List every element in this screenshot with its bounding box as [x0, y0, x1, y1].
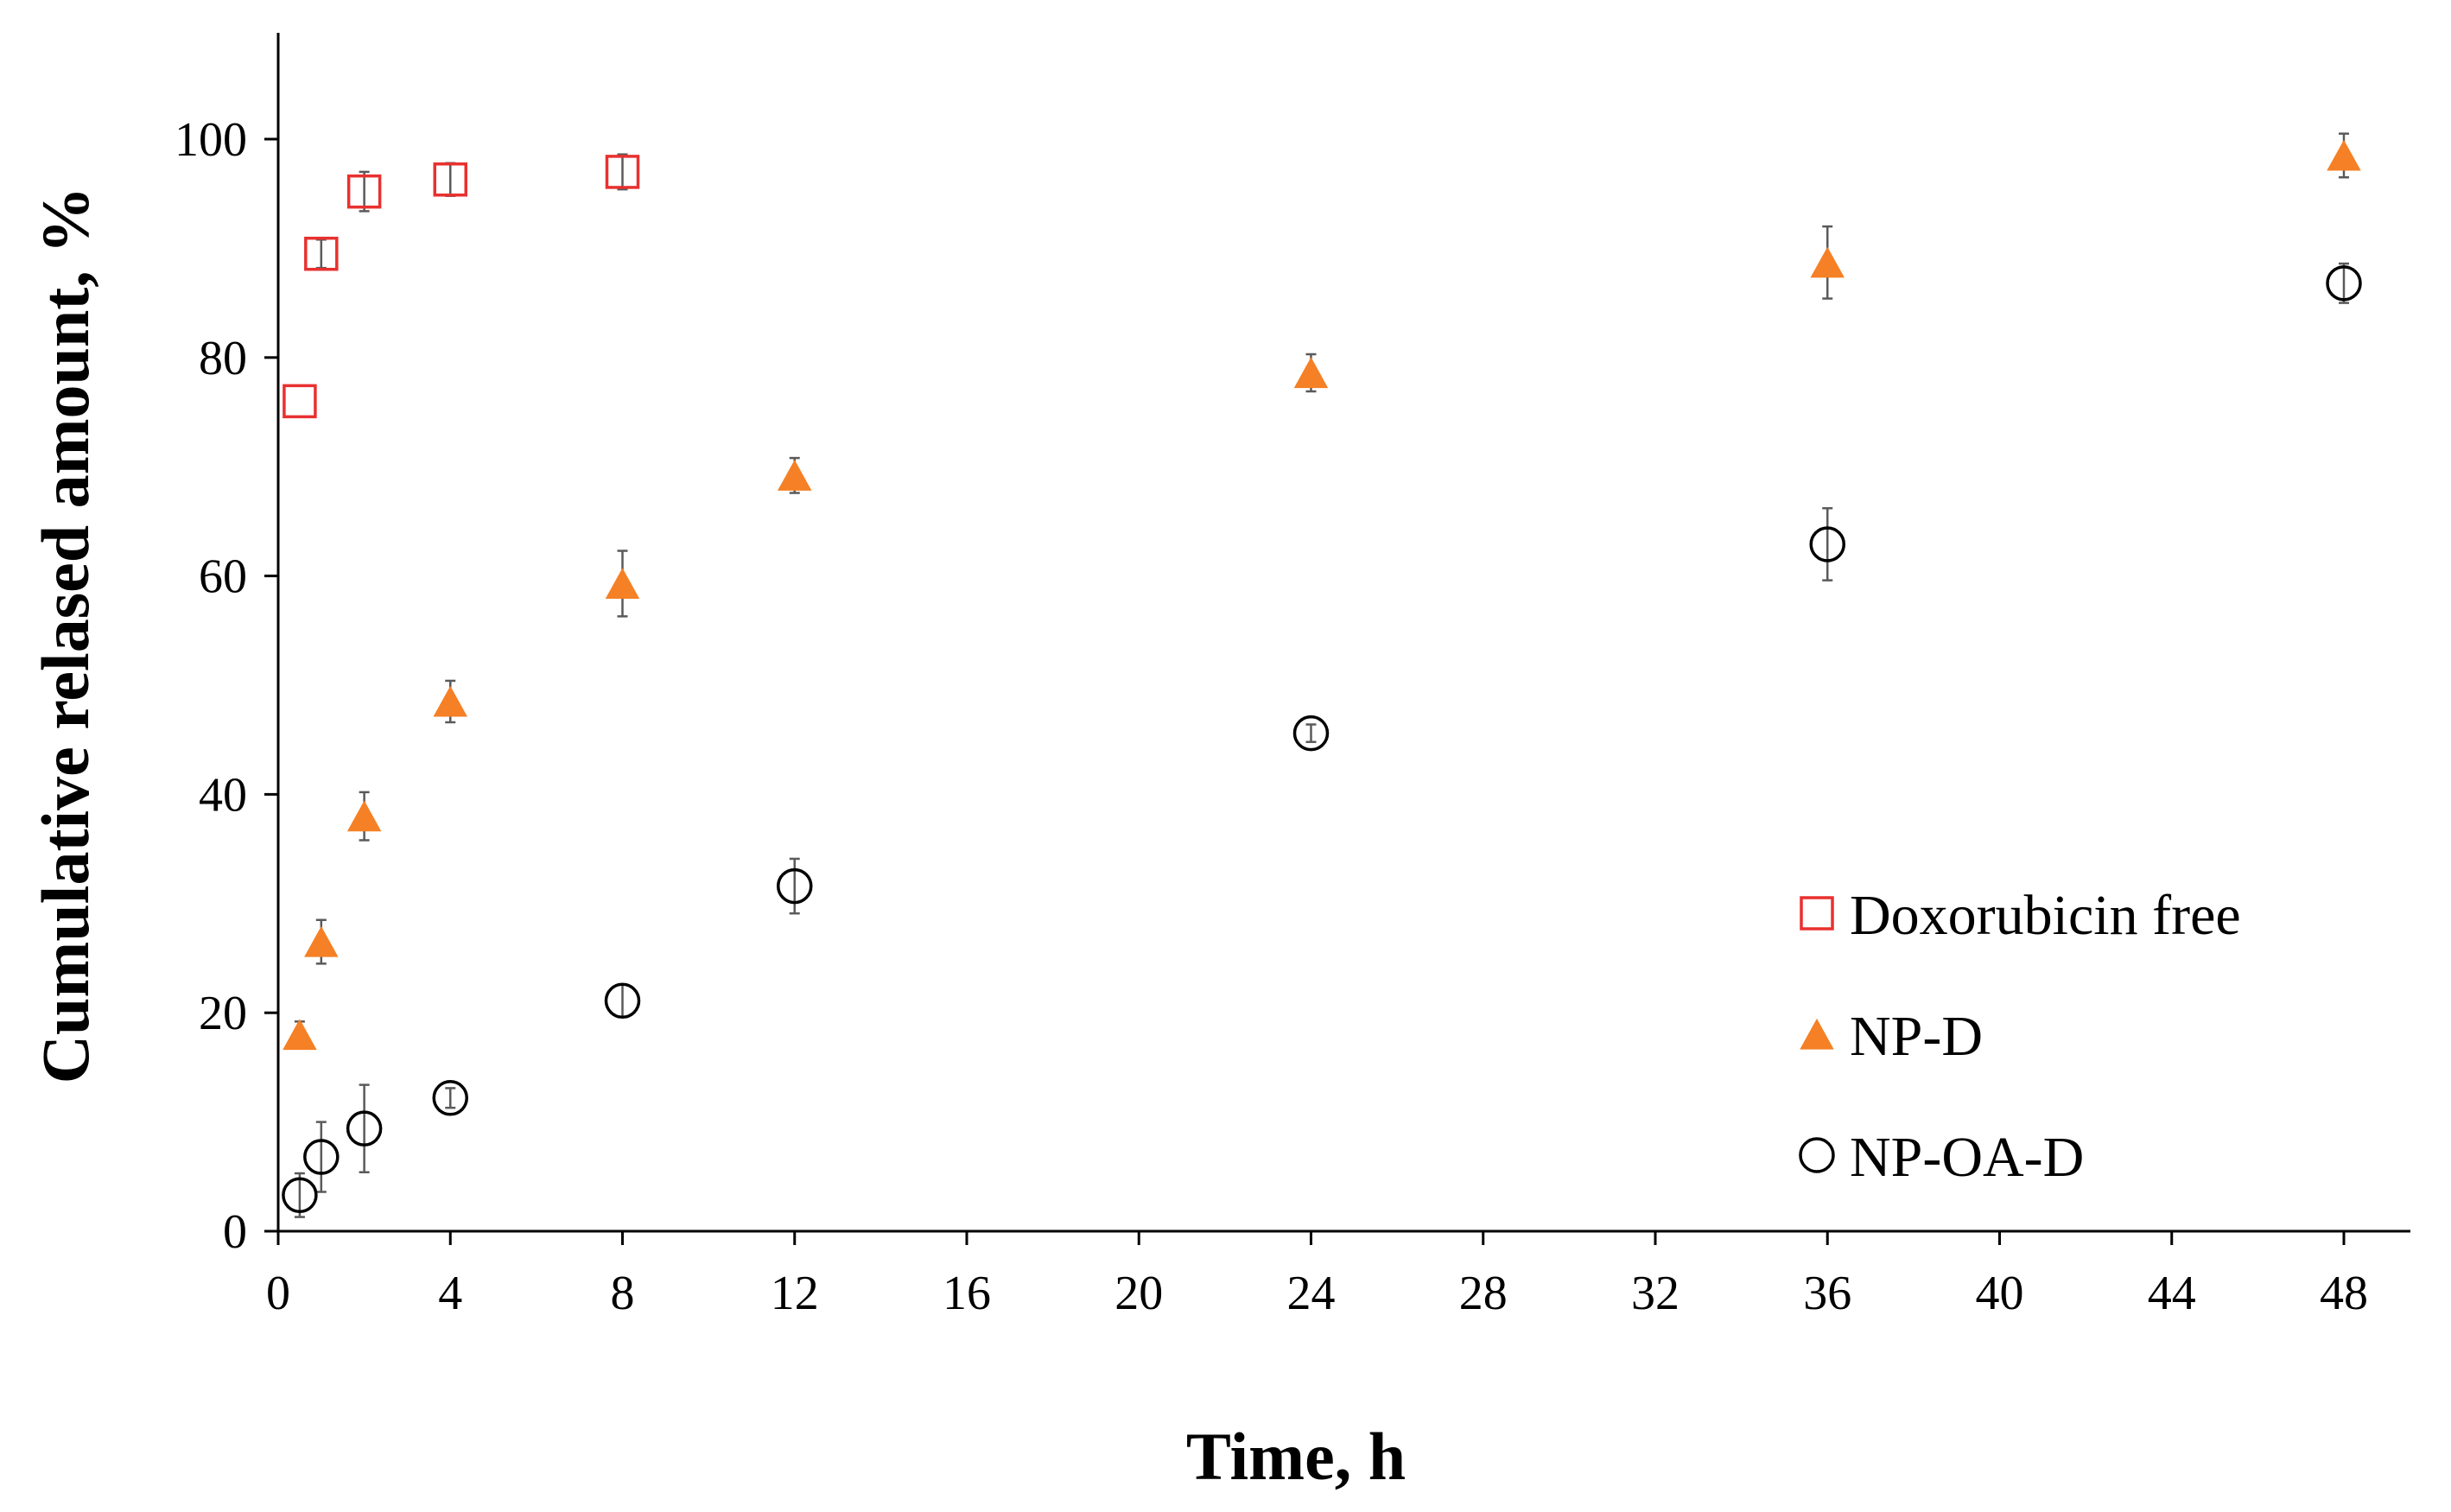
error-bars — [294, 132, 2349, 1218]
x-tick-label: 32 — [1631, 1267, 1680, 1320]
x-tick-label: 48 — [2320, 1267, 2368, 1320]
y-tick-label: 80 — [199, 332, 247, 385]
legend-label-np-oa-d: NP-OA-D — [1850, 1126, 2084, 1189]
point-np-d — [283, 1019, 317, 1051]
y-tick-label: 0 — [223, 1205, 247, 1259]
point-np-d — [2327, 139, 2361, 171]
legend-label-doxorubicin-free: Doxorubicin free — [1850, 884, 2241, 947]
point-np-d — [1293, 357, 1329, 389]
point-doxorubicin-free — [346, 174, 382, 209]
y-axis-title: Cumulative relased amount, % — [28, 187, 103, 1084]
point-np-oa-d — [282, 1177, 318, 1214]
point-np-d — [346, 800, 382, 832]
legend-label-np-d: NP-D — [1850, 1005, 1983, 1068]
y-ticks: 0 20 40 60 80 100 — [175, 113, 278, 1259]
point-np-oa-d — [303, 1139, 340, 1175]
legend: Doxorubicin free NP-D NP-OA-D — [1799, 884, 2241, 1189]
point-np-oa-d — [1809, 526, 1845, 562]
point-np-oa-d — [1292, 715, 1330, 752]
point-doxorubicin-free — [304, 236, 339, 271]
point-np-d — [433, 685, 467, 717]
point-np-d — [1810, 246, 1845, 278]
x-tick-label: 28 — [1459, 1267, 1508, 1320]
x-tick-label: 16 — [943, 1267, 991, 1320]
y-tick-label: 100 — [175, 113, 247, 167]
point-np-oa-d — [432, 1080, 468, 1116]
x-tick-label: 0 — [266, 1267, 290, 1320]
legend-marker-np-d — [1800, 1018, 1834, 1050]
point-np-oa-d — [604, 982, 641, 1020]
x-axis-title: Time, h — [1186, 1419, 1406, 1494]
x-ticks: 0 4 8 12 16 20 24 28 32 36 40 44 48 — [266, 1231, 2368, 1320]
point-doxorubicin-free — [433, 162, 467, 197]
point-np-d — [605, 568, 640, 600]
point-np-oa-d — [346, 1110, 383, 1147]
x-tick-label: 44 — [2148, 1267, 2196, 1320]
x-tick-label: 36 — [1803, 1267, 1851, 1320]
y-tick-label: 40 — [199, 768, 247, 822]
y-tick-label: 20 — [199, 987, 247, 1040]
y-tick-label: 60 — [199, 550, 247, 604]
x-tick-label: 8 — [611, 1267, 635, 1320]
legend-marker-doxorubicin-free — [1800, 896, 1834, 931]
x-tick-label: 40 — [1976, 1267, 2024, 1320]
point-np-oa-d — [777, 867, 813, 905]
legend-marker-np-oa-d — [1799, 1137, 1835, 1173]
x-tick-label: 20 — [1114, 1267, 1163, 1320]
axes — [276, 33, 2410, 1233]
x-tick-label: 4 — [438, 1267, 462, 1320]
point-np-d — [778, 460, 812, 491]
point-doxorubicin-free — [605, 155, 640, 189]
x-tick-label: 12 — [771, 1267, 819, 1320]
point-np-d — [304, 925, 339, 957]
point-doxorubicin-free — [283, 384, 317, 419]
point-np-oa-d — [2326, 265, 2362, 302]
data-points — [282, 139, 2362, 1214]
x-tick-label: 24 — [1287, 1267, 1336, 1320]
